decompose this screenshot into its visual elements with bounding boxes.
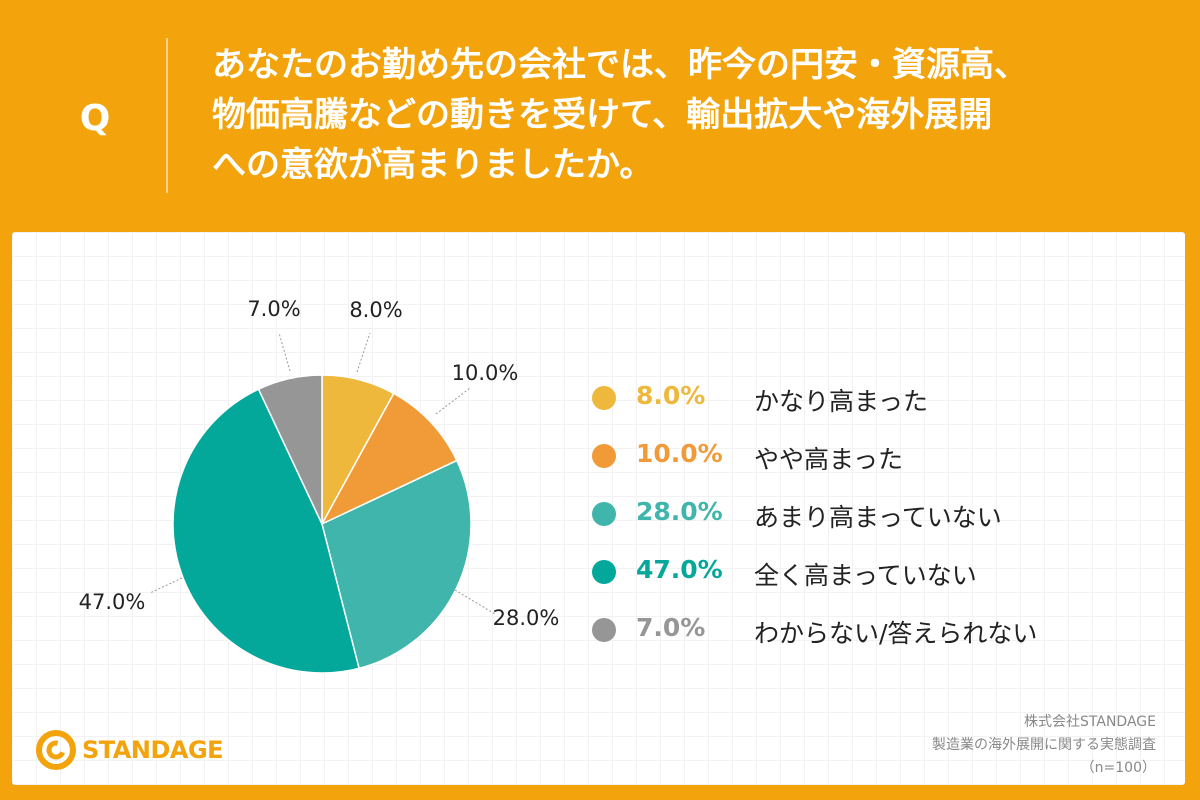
legend-dot [592,502,616,526]
legend-label: 全く高まっていない [754,561,977,590]
source-company: 株式会社STANDAGE [1024,714,1156,730]
question-line: への意欲が高まりましたか。 [212,145,654,185]
leader-line [149,577,183,594]
leader-line [278,332,291,372]
source-note: 株式会社STANDAGE 製造業の海外展開に関する実態調査 （n=100） [932,711,1156,780]
leader-line [435,387,471,415]
legend-label: かなり高まった [754,387,929,416]
legend-label: わからない/答えられない [754,619,1038,648]
c-ring-icon [36,730,76,770]
source-sample: （n=100） [1080,760,1156,776]
leader-line [454,589,496,615]
pie-slice [257,374,323,525]
question-header: Q あなたのお勤め先の会社では、昨今の円安・資源高、 物価高騰などの動きを受けて… [0,0,1200,230]
legend-dot [592,386,616,410]
legend-value: 10.0% [636,439,723,468]
question-divider [166,38,168,193]
slice-percent-label: 8.0% [349,298,402,322]
leader-line [356,332,371,373]
legend-label: あまり高まっていない [754,503,1002,532]
slice-percent-label: 7.0% [247,297,300,321]
question-line: あなたのお勤め先の会社では、昨今の円安・資源高、 [212,45,1028,85]
pie-slice [172,388,360,674]
pie-slice [320,392,458,526]
slice-percent-label: 28.0% [493,606,560,630]
legend-dot [592,560,616,584]
logo-text: STANDAGE [82,736,224,764]
question-mark: Q [79,98,111,139]
legend-dot [592,444,616,468]
legend-value: 28.0% [636,497,723,526]
question-text: あなたのお勤め先の会社では、昨今の円安・資源高、 物価高騰などの動きを受けて、輸… [212,40,1028,190]
slice-percent-label: 10.0% [452,361,519,385]
legend-value: 7.0% [636,613,706,642]
slice-percent-label: 47.0% [79,590,146,614]
legend-value: 47.0% [636,555,723,584]
pie-slice [321,459,472,670]
legend-value: 8.0% [636,381,706,410]
legend-dot [592,618,616,642]
question-line: 物価高騰などの動きを受けて、輸出拡大や海外展開 [212,95,993,135]
legend-label: やや高まった [754,445,904,474]
source-survey: 製造業の海外展開に関する実態調査 [932,737,1156,753]
